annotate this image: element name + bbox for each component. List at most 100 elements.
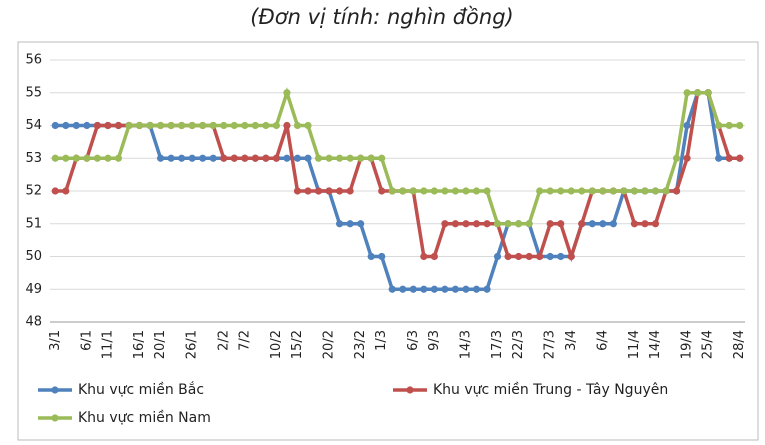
x-tick-label: 23/2: [353, 330, 368, 359]
data-point: [715, 121, 723, 130]
data-point: [335, 187, 344, 195]
data-point: [262, 154, 270, 162]
data-point: [420, 285, 428, 293]
data-point: [83, 154, 91, 162]
data-point: [283, 154, 291, 162]
data-point: [167, 154, 175, 162]
legend-label: Khu vực miền Trung - Tây Nguyên: [433, 381, 668, 398]
data-point: [599, 220, 607, 228]
data-point: [620, 187, 628, 195]
x-tick-label: 20/1: [153, 330, 168, 359]
data-point: [399, 187, 407, 195]
data-point: [167, 121, 175, 130]
data-point: [388, 187, 396, 195]
data-point: [630, 187, 639, 195]
data-point: [441, 285, 449, 293]
chart-title: (Đơn vị tính: nghìn đồng): [250, 5, 513, 29]
data-point: [578, 187, 586, 195]
data-point: [325, 187, 333, 195]
data-point: [83, 121, 91, 130]
data-point: [557, 252, 565, 261]
data-point: [536, 252, 544, 261]
data-point: [346, 220, 354, 228]
data-point: [251, 154, 259, 162]
data-point: [504, 252, 512, 261]
data-point: [314, 154, 323, 162]
x-tick-label: 14/3: [458, 330, 473, 359]
data-point: [156, 121, 165, 130]
data-point: [736, 154, 744, 162]
y-tick-label: 56: [25, 53, 42, 68]
data-point: [651, 220, 660, 228]
data-point: [325, 154, 333, 162]
data-point: [430, 252, 438, 261]
data-point: [62, 187, 70, 195]
data-point: [483, 285, 491, 293]
chart-frame: [17, 41, 759, 441]
data-point: [104, 154, 112, 162]
x-tick-label: 27/3: [543, 330, 558, 359]
data-point: [420, 187, 428, 195]
data-point: [514, 252, 523, 261]
data-point: [283, 121, 291, 130]
data-point: [272, 121, 281, 130]
x-tick-label: 22/3: [511, 330, 526, 359]
x-tick-label: 10/2: [269, 330, 284, 359]
data-point: [72, 121, 80, 130]
data-point: [357, 220, 365, 228]
data-point: [578, 220, 586, 228]
data-point: [725, 154, 733, 162]
data-point: [220, 121, 228, 130]
legend-label: Khu vực miền Bắc: [78, 381, 204, 398]
data-point: [683, 89, 691, 97]
data-point: [178, 121, 186, 130]
data-point: [683, 121, 691, 130]
y-tick-label: 55: [25, 85, 42, 100]
x-tick-label: 14/4: [648, 330, 663, 359]
data-point: [378, 154, 386, 162]
data-point: [462, 187, 470, 195]
data-point: [378, 252, 386, 261]
y-tick-label: 48: [25, 315, 42, 330]
data-point: [483, 220, 491, 228]
data-point: [451, 187, 460, 195]
data-point: [335, 220, 344, 228]
data-point: [504, 220, 512, 228]
legend-marker: [51, 414, 59, 422]
x-tick-label: 17/3: [490, 330, 505, 359]
data-point: [609, 187, 617, 195]
data-point: [683, 154, 691, 162]
data-point: [546, 252, 554, 261]
data-point: [241, 154, 249, 162]
data-point: [483, 187, 491, 195]
y-tick-label: 50: [25, 249, 42, 264]
data-point: [304, 187, 312, 195]
data-point: [451, 285, 460, 293]
data-point: [346, 154, 354, 162]
data-point: [51, 154, 59, 162]
data-point: [51, 187, 59, 195]
x-tick-label: 26/1: [185, 330, 200, 359]
data-point: [199, 154, 207, 162]
data-point: [220, 154, 228, 162]
data-point: [367, 154, 375, 162]
x-tick-label: 3/4: [564, 330, 579, 351]
data-point: [304, 121, 312, 130]
data-point: [588, 187, 596, 195]
data-point: [641, 220, 649, 228]
data-point: [451, 220, 460, 228]
data-point: [493, 252, 502, 261]
x-tick-label: 7/2: [237, 330, 252, 351]
x-tick-label: 11/4: [627, 330, 642, 359]
data-point: [62, 154, 70, 162]
x-tick-label: 19/4: [680, 330, 695, 359]
data-point: [399, 285, 407, 293]
legend-marker: [51, 386, 59, 394]
data-point: [346, 187, 354, 195]
data-point: [441, 220, 449, 228]
x-tick-label: 16/1: [132, 330, 147, 359]
data-point: [546, 220, 554, 228]
y-tick-label: 52: [25, 184, 42, 199]
x-tick-label: 3/1: [48, 330, 63, 351]
data-point: [199, 121, 207, 130]
